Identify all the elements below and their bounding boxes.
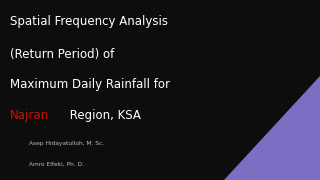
Text: Najran: Najran: [10, 109, 49, 122]
Text: (Return Period) of: (Return Period) of: [10, 48, 114, 60]
Text: Region, KSA: Region, KSA: [66, 109, 140, 122]
Text: Maximum Daily Rainfall for: Maximum Daily Rainfall for: [10, 78, 170, 91]
Text: Amro Elfeki, Ph. D.: Amro Elfeki, Ph. D.: [29, 161, 84, 166]
Text: Spatial Frequency Analysis: Spatial Frequency Analysis: [10, 15, 168, 28]
Text: Asep Hidayatulloh, M. Sc.: Asep Hidayatulloh, M. Sc.: [29, 141, 104, 147]
Polygon shape: [224, 76, 320, 180]
